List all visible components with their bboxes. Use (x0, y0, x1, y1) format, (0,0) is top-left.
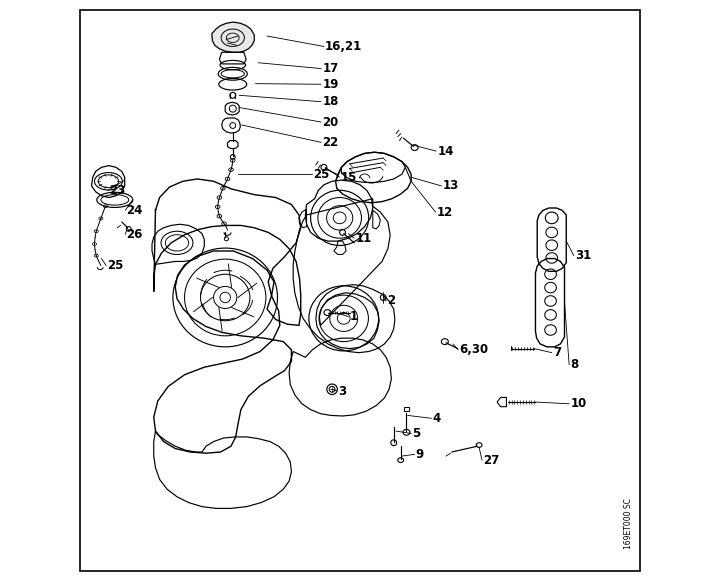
Text: 169ET000 SC: 169ET000 SC (624, 498, 633, 549)
Text: 4: 4 (433, 412, 441, 425)
Text: 27: 27 (483, 454, 500, 467)
Text: 5: 5 (413, 427, 420, 440)
Text: 20: 20 (323, 116, 338, 128)
Text: 2: 2 (387, 295, 395, 307)
Text: 16,21: 16,21 (325, 40, 362, 53)
Text: 25: 25 (107, 259, 124, 272)
Text: 11: 11 (356, 232, 372, 245)
Polygon shape (212, 22, 254, 52)
Text: 10: 10 (570, 397, 587, 410)
Text: 3: 3 (338, 385, 346, 397)
Text: 17: 17 (323, 62, 338, 75)
Text: 1: 1 (349, 310, 358, 323)
Text: 9: 9 (415, 448, 424, 461)
Text: 26: 26 (127, 228, 143, 241)
Text: 13: 13 (443, 180, 459, 192)
Text: 24: 24 (127, 204, 143, 217)
Text: 19: 19 (323, 78, 338, 91)
Text: 7: 7 (553, 346, 561, 359)
Text: 31: 31 (575, 249, 591, 262)
Text: 25: 25 (313, 168, 330, 181)
Text: 15: 15 (341, 171, 357, 184)
Text: 8: 8 (570, 358, 579, 371)
Text: 12: 12 (437, 206, 453, 218)
Text: 18: 18 (323, 95, 338, 108)
Text: 22: 22 (323, 136, 338, 149)
Text: 14: 14 (437, 145, 454, 157)
Text: 6,30: 6,30 (459, 343, 488, 356)
Text: 23: 23 (109, 184, 125, 197)
